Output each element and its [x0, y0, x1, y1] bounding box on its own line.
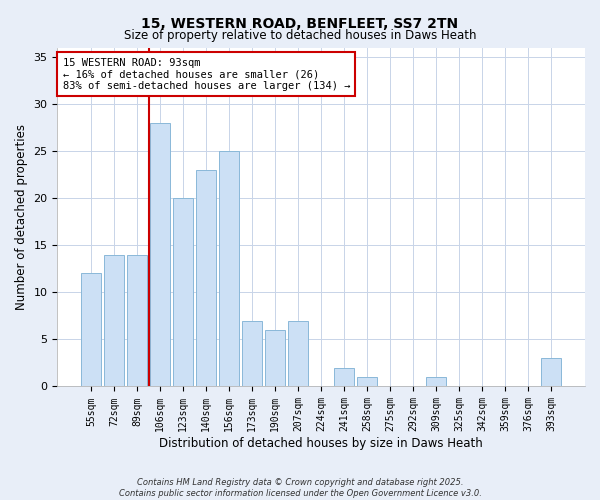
Text: Contains HM Land Registry data © Crown copyright and database right 2025.
Contai: Contains HM Land Registry data © Crown c…: [119, 478, 481, 498]
Text: 15 WESTERN ROAD: 93sqm
← 16% of detached houses are smaller (26)
83% of semi-det: 15 WESTERN ROAD: 93sqm ← 16% of detached…: [62, 58, 350, 91]
Bar: [358, 377, 377, 386]
Bar: [127, 254, 147, 386]
Bar: [151, 123, 170, 386]
Bar: [173, 198, 193, 386]
Text: Size of property relative to detached houses in Daws Heath: Size of property relative to detached ho…: [124, 29, 476, 42]
Bar: [104, 254, 124, 386]
Bar: [196, 170, 216, 386]
Bar: [82, 274, 101, 386]
Bar: [427, 377, 446, 386]
Bar: [334, 368, 354, 386]
Y-axis label: Number of detached properties: Number of detached properties: [15, 124, 28, 310]
Text: 15, WESTERN ROAD, BENFLEET, SS7 2TN: 15, WESTERN ROAD, BENFLEET, SS7 2TN: [142, 18, 458, 32]
Bar: [220, 151, 239, 386]
Bar: [541, 358, 561, 386]
Bar: [265, 330, 285, 386]
X-axis label: Distribution of detached houses by size in Daws Heath: Distribution of detached houses by size …: [160, 437, 483, 450]
Bar: [289, 320, 308, 386]
Bar: [242, 320, 262, 386]
